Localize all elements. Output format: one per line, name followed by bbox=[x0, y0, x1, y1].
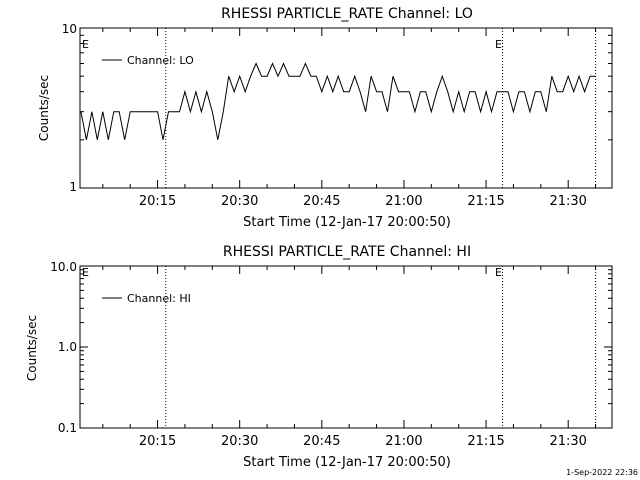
chart-hi-eclipse-marker-end: E bbox=[495, 266, 502, 279]
chart-hi-title: RHESSI PARTICLE_RATE Channel: HI bbox=[223, 244, 471, 260]
chart-hi-legend-label: Channel: HI bbox=[127, 292, 191, 305]
x-tick-label: 21:30 bbox=[549, 434, 586, 449]
x-tick-label: 21:30 bbox=[549, 194, 586, 209]
chart-lo-xticks: 20:15 20:30 20:45 21:00 21:15 21:30 bbox=[102, 28, 597, 209]
chart-hi-frame bbox=[79, 265, 613, 429]
chart-lo-legend-label: Channel: LO bbox=[127, 54, 194, 67]
x-tick-label: 21:15 bbox=[467, 194, 504, 209]
chart-lo-frame bbox=[79, 27, 613, 189]
x-tick-label: 20:30 bbox=[221, 194, 258, 209]
x-tick-label: 21:15 bbox=[467, 434, 504, 449]
chart-lo: RHESSI PARTICLE_RATE Channel: LO 20:15 20… bbox=[37, 6, 613, 230]
chart-lo-xlabel: Start Time (12-Jan-17 20:00:50) bbox=[243, 215, 451, 230]
chart-hi-eclipse-marker-start: E bbox=[82, 266, 89, 279]
x-tick-label: 20:45 bbox=[303, 434, 340, 449]
chart-hi-vlines bbox=[165, 266, 597, 428]
chart-hi-ytick-label-bottom: 0.1 bbox=[58, 421, 77, 435]
footer-date: 1-Sep-2022 22:36 bbox=[566, 468, 638, 477]
chart-lo-eclipse-marker-end: E bbox=[495, 38, 502, 51]
chart-lo-legend: Channel: LO bbox=[102, 54, 194, 67]
x-tick-label: 20:30 bbox=[221, 434, 258, 449]
chart-lo-title: RHESSI PARTICLE_RATE Channel: LO bbox=[221, 6, 473, 22]
x-tick-label: 21:00 bbox=[385, 194, 422, 209]
chart-hi-xlabel: Start Time (12-Jan-17 20:00:50) bbox=[243, 455, 451, 470]
chart-lo-ytick-label-top: 10 bbox=[62, 22, 77, 36]
chart-hi-xticks: 20:15 20:30 20:45 21:00 21:15 21:30 bbox=[102, 266, 597, 449]
chart-lo-series bbox=[80, 62, 596, 140]
chart-lo-eclipse-marker-start: E bbox=[82, 38, 89, 51]
chart-hi: RHESSI PARTICLE_RATE Channel: HI 20:15 20… bbox=[25, 244, 613, 470]
chart-hi-legend: Channel: HI bbox=[102, 292, 191, 305]
chart-hi-yticks bbox=[80, 265, 612, 429]
x-tick-label: 21:00 bbox=[385, 434, 422, 449]
chart-lo-ylabel: Counts/sec bbox=[37, 75, 51, 141]
chart-hi-ylabel: Counts/sec bbox=[25, 315, 39, 381]
x-tick-label: 20:15 bbox=[139, 194, 176, 209]
x-tick-label: 20:15 bbox=[139, 434, 176, 449]
chart-lo-ytick-label-bottom: 1 bbox=[69, 180, 77, 194]
chart-lo-yticks bbox=[80, 27, 612, 189]
chart-hi-ytick-label-middle: 1.0 bbox=[58, 340, 77, 354]
x-tick-label: 20:45 bbox=[303, 194, 340, 209]
chart-hi-ytick-label-top: 10.0 bbox=[50, 260, 77, 274]
series-line-channel-lo bbox=[80, 62, 596, 140]
